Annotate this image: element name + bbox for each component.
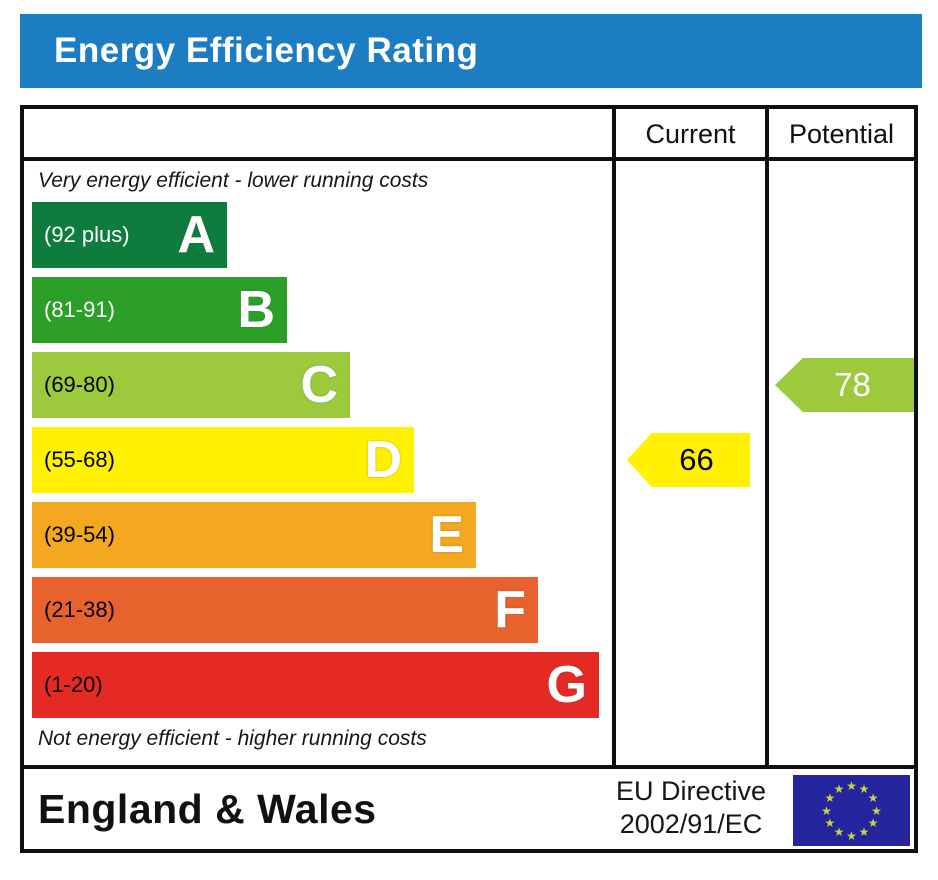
potential-rating-value: 78 [834, 366, 871, 403]
eu-directive-line2: 2002/91/EC [619, 808, 763, 839]
region-label: England & Wales [38, 785, 377, 832]
caption-very-efficient: Very energy efficient - lower running co… [38, 169, 429, 192]
band-letter: D [364, 431, 402, 489]
eu-flag-star-icon: ★ [858, 825, 870, 840]
footer-row-border [24, 765, 914, 769]
eu-flag-icon: ★ ★ ★ ★ ★ ★ ★ ★ ★ ★ ★ ★ [793, 775, 910, 846]
caption-not-efficient: Not energy efficient - higher running co… [38, 727, 427, 750]
eu-directive-label: EU Directive 2002/91/EC [594, 775, 788, 841]
title-bar: Energy Efficiency Rating [20, 14, 922, 88]
band-range-label: (21-38) [44, 597, 115, 622]
band-range-label: (39-54) [44, 522, 115, 547]
band-range-label: (55-68) [44, 447, 115, 472]
current-rating-value: 66 [679, 442, 714, 477]
eu-flag-star-icon: ★ [858, 781, 870, 796]
band-range-label: (92 plus) [44, 222, 130, 247]
eu-flag-star-icon: ★ [821, 803, 832, 818]
band-letter: B [237, 281, 275, 339]
eu-flag-star-icon: ★ [824, 816, 836, 830]
page-title: Energy Efficiency Rating [54, 31, 479, 70]
rating-band-b: (81-91) B [32, 277, 287, 343]
band-range-label: (81-91) [44, 297, 115, 322]
current-rating-arrow: 66 [627, 433, 750, 487]
eu-flag-star-icon: ★ [833, 781, 845, 796]
rating-band-d: (55-68) D [32, 427, 414, 493]
band-letter: G [546, 656, 587, 714]
eu-flag-star-icon: ★ [867, 791, 879, 805]
rating-band-a: (92 plus) A [32, 202, 227, 268]
band-range-label: (69-80) [44, 372, 115, 397]
eu-flag-star-icon: ★ [833, 825, 845, 840]
eu-flag-star-icon: ★ [871, 803, 882, 818]
rating-band-f: (21-38) F [32, 577, 538, 643]
band-letter: A [177, 206, 215, 264]
current-column-divider [612, 109, 616, 769]
rating-band-g: (1-20) G [32, 652, 599, 718]
eu-directive-line1: EU Directive [615, 776, 767, 806]
potential-column-header: Potential [788, 118, 895, 149]
energy-rating-chart: Current Potential Very energy efficient … [20, 105, 918, 853]
eu-flag-star-icon: ★ [846, 778, 857, 793]
eu-flag-star-icon: ★ [867, 816, 879, 830]
header-row-border [24, 157, 914, 161]
potential-rating-arrow: 78 [775, 358, 914, 412]
eu-flag-star-icon: ★ [846, 828, 857, 843]
eu-flag-star-icon: ★ [824, 791, 836, 805]
current-column-header: Current [645, 118, 736, 149]
rating-band-e: (39-54) E [32, 502, 476, 568]
rating-band-c: (69-80) C [32, 352, 350, 418]
band-letter: F [494, 581, 526, 639]
band-range-label: (1-20) [44, 672, 103, 697]
band-letter: E [429, 506, 464, 564]
band-letter: C [300, 356, 338, 414]
potential-column-divider [765, 109, 769, 769]
